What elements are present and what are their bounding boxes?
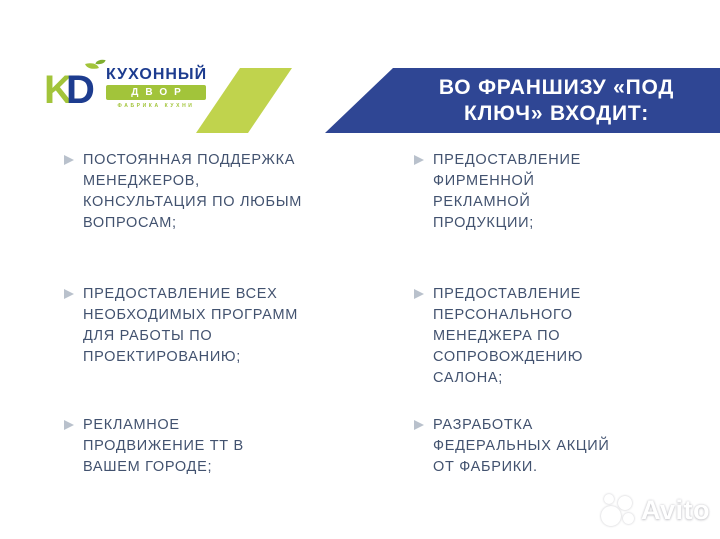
chevron-right-icon: [64, 420, 74, 430]
chevron-right-icon: [414, 420, 424, 430]
logo-tagline: ФАБРИКА КУХНИ: [117, 103, 195, 109]
avito-dots-icon: [601, 492, 637, 528]
list-item: РАЗРАБОТКА ФЕДЕРАЛЬНЫХ АКЦИЙ ОТ ФАБРИКИ.: [414, 415, 610, 478]
chevron-right-icon: [414, 155, 424, 165]
list-item-text: ПРЕДОСТАВЛЕНИЕ ВСЕХ НЕОБХОДИМЫХ ПРОГРАММ…: [83, 286, 299, 365]
banner-title-line1: ВО ФРАНШИЗУ «ПОД: [438, 75, 675, 99]
company-logo: K D КУХОННЫЙ ДВОР ФАБРИКА КУХНИ: [44, 58, 206, 118]
chevron-right-icon: [414, 289, 424, 299]
list-item: ПОСТОЯННАЯ ПОДДЕРЖКА МЕНЕДЖЕРОВ, КОНСУЛЬ…: [64, 150, 302, 234]
chevron-right-icon: [64, 289, 74, 299]
logo-name-top: КУХОННЫЙ: [106, 66, 208, 83]
list-item: ПРЕДОСТАВЛЕНИЕ ПЕРСОНАЛЬНОГО МЕНЕДЖЕРА П…: [414, 284, 583, 389]
monogram-letter-d: D: [66, 68, 95, 112]
accent-parallelogram: [196, 68, 292, 133]
logo-wordmark: КУХОННЫЙ ДВОР ФАБРИКА КУХНИ: [106, 66, 206, 109]
kd-monogram-icon: K D: [44, 58, 106, 118]
list-item-text: РАЗРАБОТКА ФЕДЕРАЛЬНЫХ АКЦИЙ ОТ ФАБРИКИ.: [433, 417, 610, 475]
avito-wordmark: Avito: [641, 494, 710, 525]
avito-watermark: Avito: [601, 492, 710, 528]
list-item-text: ПОСТОЯННАЯ ПОДДЕРЖКА МЕНЕДЖЕРОВ, КОНСУЛЬ…: [83, 152, 303, 231]
banner-title-line2: КЛЮЧ» ВХОДИТ:: [463, 101, 650, 125]
title-banner: ВО ФРАНШИЗУ «ПОД КЛЮЧ» ВХОДИТ:: [325, 68, 720, 133]
monogram-letter-k: K: [44, 68, 73, 112]
chevron-right-icon: [64, 155, 74, 165]
list-item-text: ПРЕДОСТАВЛЕНИЕ ФИРМЕННОЙ РЕКЛАМНОЙ ПРОДУ…: [433, 152, 581, 231]
list-item: ПРЕДОСТАВЛЕНИЕ ФИРМЕННОЙ РЕКЛАМНОЙ ПРОДУ…: [414, 150, 581, 234]
list-item-text: ПРЕДОСТАВЛЕНИЕ ПЕРСОНАЛЬНОГО МЕНЕДЖЕРА П…: [433, 286, 584, 386]
list-item: РЕКЛАМНОЕ ПРОДВИЖЕНИЕ ТТ В ВАШЕМ ГОРОДЕ;: [64, 415, 244, 478]
logo-name-bottom: ДВОР: [106, 85, 206, 100]
list-item: ПРЕДОСТАВЛЕНИЕ ВСЕХ НЕОБХОДИМЫХ ПРОГРАММ…: [64, 284, 298, 368]
list-item-text: РЕКЛАМНОЕ ПРОДВИЖЕНИЕ ТТ В ВАШЕМ ГОРОДЕ;: [83, 417, 244, 475]
